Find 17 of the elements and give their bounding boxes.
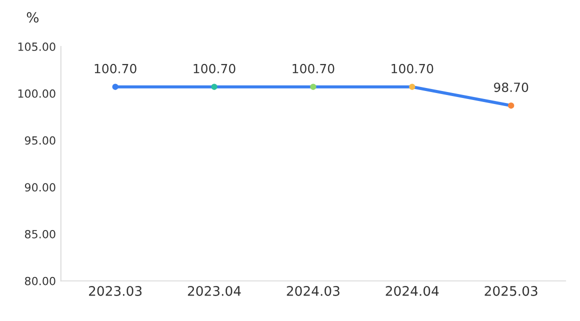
- y-tick-label: 85.00: [24, 230, 56, 238]
- y-tick-label: 90.00: [24, 183, 56, 192]
- data-label: 100.70: [194, 64, 236, 74]
- x-tick-label: 2024.03: [286, 286, 340, 296]
- x-tick-label: 2023.04: [188, 286, 241, 296]
- x-tick-label: 2023.03: [89, 286, 142, 296]
- x-tick-label: 2024.04: [386, 286, 439, 296]
- x-tick-label: 2025.03: [484, 286, 538, 296]
- data-label: 100.70: [292, 64, 334, 74]
- y-tick-label: 100.00: [18, 89, 56, 98]
- y-tick-label: 95.00: [24, 136, 56, 145]
- y-tick-label: 105.00: [18, 42, 56, 51]
- data-label: 100.70: [392, 64, 434, 74]
- data-label: 100.70: [94, 64, 136, 74]
- y-axis-title: %: [26, 12, 39, 23]
- data-label: 98.70: [494, 82, 528, 92]
- y-tick-label: 80.00: [24, 276, 56, 286]
